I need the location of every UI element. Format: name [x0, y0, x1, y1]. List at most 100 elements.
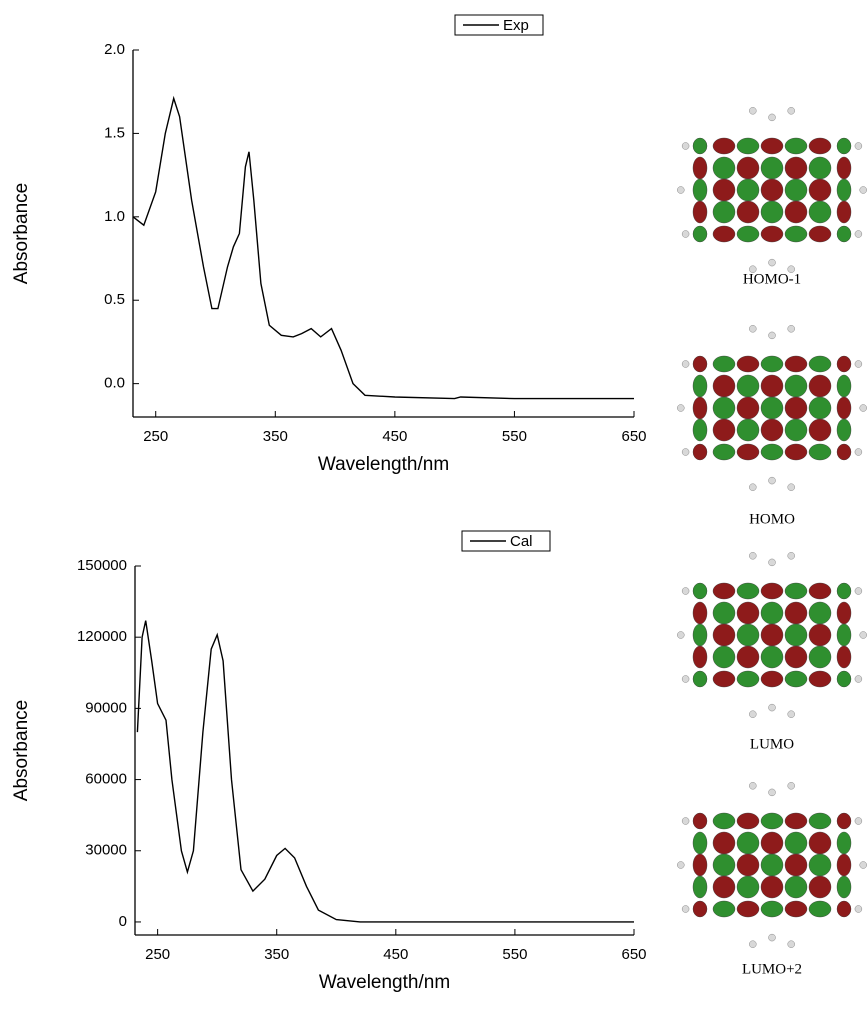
orbital-lobe	[713, 813, 735, 829]
atom	[769, 259, 776, 266]
orbital-lobe	[713, 157, 735, 179]
orbital-lobe	[737, 356, 759, 372]
orbital-lobe	[737, 201, 759, 223]
orbital-lobe	[809, 444, 831, 460]
orbital-lobe	[693, 356, 707, 372]
y-axis-label: Absorbance	[11, 183, 32, 284]
orbital-lobe	[761, 901, 783, 917]
orbital-lobe	[761, 671, 783, 687]
orbital-lobe	[761, 444, 783, 460]
orbital-lobe	[693, 157, 707, 179]
y-tick-label: 150000	[77, 557, 127, 574]
atom	[769, 559, 776, 566]
orbital-lobe	[809, 602, 831, 624]
orbital-lobe	[693, 813, 707, 829]
orbital-lobe	[693, 419, 707, 441]
orbital-lobe	[761, 602, 783, 624]
orbital-lobe	[785, 624, 807, 646]
orbital-lobe	[713, 624, 735, 646]
orbital-lobe	[785, 157, 807, 179]
orbital-lobe	[785, 832, 807, 854]
y-tick-label: 0.0	[104, 375, 125, 392]
x-tick-label: 350	[264, 946, 289, 963]
atom	[855, 361, 862, 368]
orbital-lobe	[837, 854, 851, 876]
atom	[769, 332, 776, 339]
figure: HOMO-1 HOMO LUMO LUMO+2 0.00.51.01.52.02…	[0, 0, 867, 1005]
orbital-lobe	[737, 624, 759, 646]
orbital-image	[677, 552, 866, 717]
orbital-lobe	[761, 226, 783, 242]
orbital-lobe	[785, 226, 807, 242]
orbital-lobe	[693, 854, 707, 876]
atom	[682, 818, 689, 825]
atom	[788, 711, 795, 718]
atom	[788, 552, 795, 559]
orbital-lobe	[809, 419, 831, 441]
orbital-lobe	[693, 876, 707, 898]
x-tick-label: 350	[263, 428, 288, 445]
orbital-lobe	[809, 832, 831, 854]
orbital-image	[677, 782, 866, 947]
x-tick-label: 250	[145, 946, 170, 963]
atom	[749, 552, 756, 559]
orbital-lobe	[713, 356, 735, 372]
atom	[677, 632, 684, 639]
orbital-lobe	[737, 157, 759, 179]
orbital-lobe	[761, 138, 783, 154]
orbital-lobe	[837, 602, 851, 624]
orbital-lobe	[785, 397, 807, 419]
atom	[677, 862, 684, 869]
orbital-lobe	[693, 671, 707, 687]
orbital-lobe	[785, 375, 807, 397]
legend-label: Exp	[503, 17, 529, 34]
orbital-lobe	[785, 138, 807, 154]
atom	[749, 266, 756, 273]
orbital-lobe	[837, 901, 851, 917]
atom	[769, 789, 776, 796]
x-tick-label: 650	[621, 946, 646, 963]
orbital-lobe	[761, 179, 783, 201]
x-tick-label: 550	[502, 428, 527, 445]
atom	[855, 818, 862, 825]
orbital-lobe	[785, 201, 807, 223]
atom	[855, 588, 862, 595]
orbital-lobe	[761, 419, 783, 441]
y-axis-label: Absorbance	[11, 700, 32, 801]
atom	[769, 934, 776, 941]
orbital-lobe	[809, 646, 831, 668]
orbital-lobe	[837, 356, 851, 372]
atom	[788, 941, 795, 948]
orbital-lobe	[761, 583, 783, 599]
orbital-lobe	[713, 671, 735, 687]
orbital-lobe	[737, 671, 759, 687]
orbital-lobe	[785, 356, 807, 372]
orbital-lobe	[693, 138, 707, 154]
atom	[677, 405, 684, 412]
orbital-lobe	[785, 854, 807, 876]
atom	[749, 711, 756, 718]
y-tick-label: 30000	[85, 842, 127, 859]
atom	[860, 405, 867, 412]
orbital-lobe	[713, 226, 735, 242]
orbital-lobe	[809, 201, 831, 223]
atom	[855, 231, 862, 238]
orbital-lobe	[713, 444, 735, 460]
orbital-lobe	[837, 201, 851, 223]
orbital-lobe	[837, 179, 851, 201]
atom	[860, 187, 867, 194]
orbital-image	[677, 107, 866, 272]
atom	[749, 941, 756, 948]
orbital-lobe	[809, 624, 831, 646]
atom	[682, 906, 689, 913]
y-tick-label: 0.5	[104, 291, 125, 308]
orbital-lobe	[713, 876, 735, 898]
orbital-lobe	[809, 854, 831, 876]
orbital-lobe	[837, 876, 851, 898]
orbital-lobe	[837, 444, 851, 460]
orbital-lobe	[693, 646, 707, 668]
orbital-lobe	[761, 813, 783, 829]
orbital-lobe	[737, 419, 759, 441]
orbital-lobe	[761, 356, 783, 372]
orbital-lobe	[785, 419, 807, 441]
